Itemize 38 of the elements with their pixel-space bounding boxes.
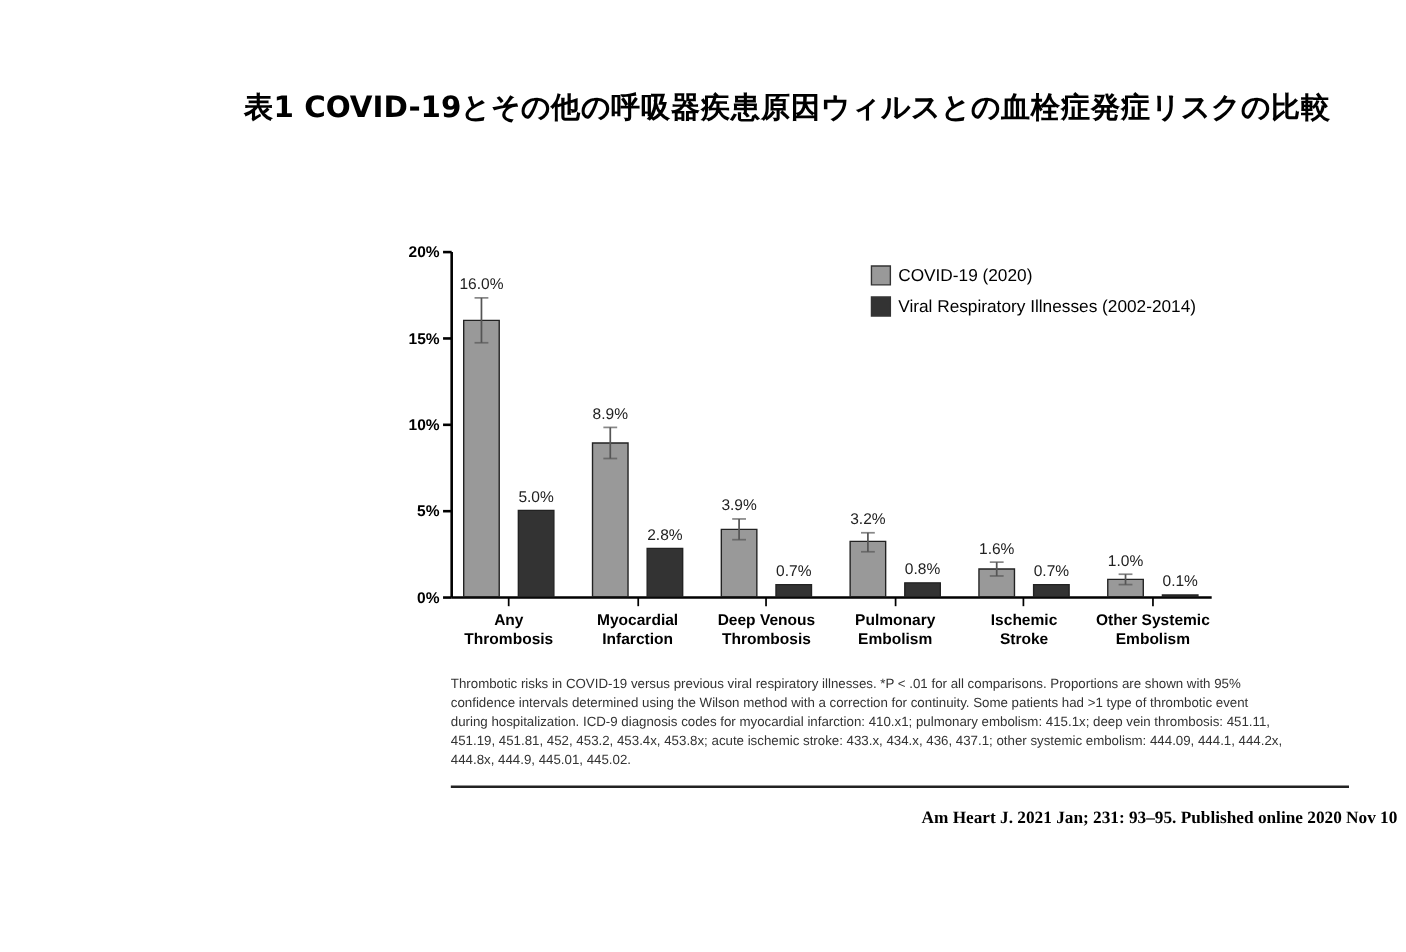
- bar: [463, 319, 500, 598]
- y-tick-label: 10%: [408, 416, 440, 434]
- x-tick-label: Other Systemic Embolism: [1095, 611, 1212, 649]
- data-label: 16.0%: [459, 275, 504, 294]
- y-tick-label: 15%: [408, 329, 440, 348]
- x-tick-label: Myocardial Infarction: [597, 611, 679, 649]
- data-label: 0.8%: [904, 560, 941, 579]
- bar: [904, 582, 941, 598]
- bar: [591, 442, 629, 598]
- legend-label: COVID-19 (2020): [898, 264, 1033, 285]
- data-label: 2.8%: [647, 525, 683, 544]
- x-tick-label: Pulmonary Embolism: [855, 611, 937, 649]
- data-label: 1.0%: [1107, 551, 1144, 570]
- bar: [1032, 583, 1070, 598]
- bar: [775, 583, 813, 598]
- x-tick-label: Deep Venous Thrombosis: [717, 611, 816, 649]
- data-label: 0.1%: [1162, 572, 1199, 591]
- x-tick-label: Any Thrombosis: [464, 611, 554, 649]
- data-label: 3.2%: [850, 510, 886, 529]
- data-label: 1.6%: [979, 539, 1015, 558]
- x-tick-label: Ischemic Stroke: [990, 611, 1059, 649]
- bar: [517, 509, 555, 598]
- data-label: 0.7%: [776, 561, 812, 580]
- bar: [978, 568, 1016, 598]
- data-label: 0.7%: [1033, 561, 1070, 580]
- data-label: 5.0%: [518, 487, 554, 506]
- y-tick-label: 5%: [417, 502, 440, 521]
- y-tick-label: 20%: [408, 243, 440, 262]
- bar: [646, 547, 684, 598]
- data-label: 3.9%: [721, 496, 757, 515]
- data-label: 8.9%: [592, 404, 629, 423]
- bar: [720, 528, 758, 598]
- legend-label: Viral Respiratory Illnesses (2002-2014): [898, 295, 1197, 316]
- bar: [849, 540, 887, 598]
- chart-title: 表1 COVID-19とその他の呼吸器疾患原因ウィルスとの血栓症発症リスクの比較: [241, 90, 1334, 125]
- y-tick-label: 0%: [417, 588, 440, 607]
- text: Am Heart J. 2021 Jan; 231: 93–95. Published online 2020 Nov 10: [921, 806, 1398, 827]
- bar: [1107, 578, 1144, 598]
